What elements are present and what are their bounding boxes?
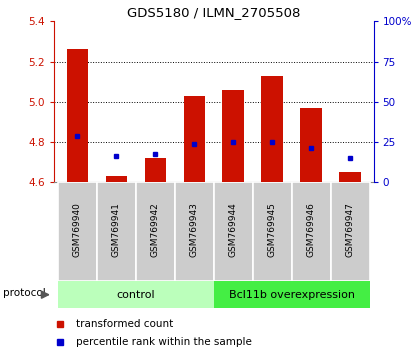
Bar: [331, 182, 370, 281]
Text: GSM769941: GSM769941: [112, 202, 121, 257]
Text: transformed count: transformed count: [76, 319, 173, 329]
Text: control: control: [117, 290, 155, 300]
Bar: [97, 182, 136, 281]
Bar: [261, 76, 283, 182]
Text: percentile rank within the sample: percentile rank within the sample: [76, 337, 252, 348]
Bar: [183, 96, 205, 182]
Bar: [214, 281, 370, 308]
Bar: [339, 172, 361, 182]
Text: GSM769947: GSM769947: [346, 202, 355, 257]
Bar: [214, 182, 253, 281]
Bar: [58, 182, 97, 281]
Bar: [136, 182, 175, 281]
Text: GSM769942: GSM769942: [151, 202, 160, 257]
Bar: [58, 281, 214, 308]
Bar: [300, 108, 322, 182]
Text: GSM769945: GSM769945: [268, 202, 277, 257]
Bar: [144, 158, 166, 182]
Text: GSM769944: GSM769944: [229, 202, 238, 257]
Text: GSM769940: GSM769940: [73, 202, 82, 257]
Text: protocol: protocol: [3, 289, 46, 298]
Bar: [175, 182, 214, 281]
Bar: [222, 90, 244, 182]
Title: GDS5180 / ILMN_2705508: GDS5180 / ILMN_2705508: [127, 6, 300, 19]
Text: Bcl11b overexpression: Bcl11b overexpression: [229, 290, 355, 300]
Bar: [253, 182, 292, 281]
Bar: [67, 50, 88, 182]
Bar: [292, 182, 331, 281]
Text: GSM769943: GSM769943: [190, 202, 199, 257]
Text: GSM769946: GSM769946: [307, 202, 316, 257]
Bar: [105, 176, 127, 182]
